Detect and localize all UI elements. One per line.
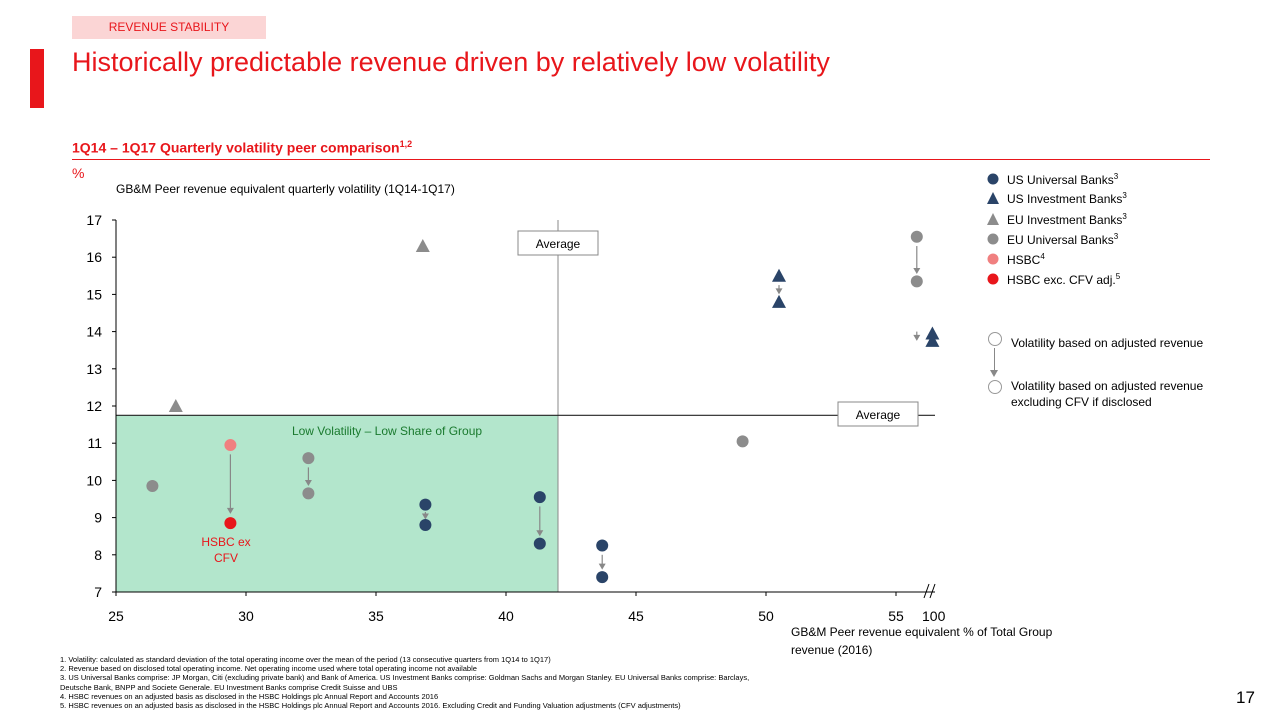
- data-point-circle: [302, 452, 315, 465]
- x-axis-title: GB&M Peer revenue equivalent % of Total …: [791, 625, 1053, 657]
- hollow-circle-icon: [988, 332, 1002, 346]
- data-point-circle: [736, 435, 749, 448]
- chart-subtitle: 1Q14 – 1Q17 Quarterly volatility peer co…: [72, 139, 413, 156]
- low-volatility-region: [116, 415, 558, 592]
- circle-marker-icon: [987, 273, 999, 285]
- triangle-marker-icon: [987, 192, 999, 204]
- data-point-circle: [146, 479, 159, 492]
- x-tick-label: 35: [368, 608, 384, 624]
- footnote: 3. US Universal Banks comprise: JP Morga…: [60, 673, 750, 683]
- circle-marker-icon: [987, 233, 999, 245]
- x-tick-label: 30: [238, 608, 254, 624]
- data-point-triangle: [772, 294, 786, 308]
- average-label-vertical: Average: [517, 230, 599, 256]
- page-number: 17: [1236, 688, 1255, 707]
- x-tick-label: 25: [108, 608, 124, 624]
- arrowhead: [536, 530, 544, 537]
- hsbc-annotation: CFV: [214, 551, 238, 565]
- footnote: 4. HSBC revenues on an adjusted basis as…: [60, 691, 439, 701]
- axis-break-mark: [929, 583, 936, 599]
- y-tick-label: 17: [86, 212, 102, 228]
- x-tick-label: 50: [758, 608, 774, 624]
- y-tick-label: 10: [86, 472, 102, 488]
- arrowhead: [598, 563, 606, 570]
- volatility-excluding-label: Volatility based on adjusted revenue excl…: [1011, 379, 1204, 409]
- hollow-circle-icon: [988, 380, 1002, 394]
- region-label: Low Volatility – Low Share of Group: [292, 424, 482, 438]
- average-text: Average: [856, 408, 901, 422]
- x-break-tick-label: 100: [922, 608, 946, 624]
- arrowhead: [775, 288, 783, 295]
- y-tick-label: 12: [86, 398, 102, 414]
- section-tag: REVENUE STABILITY: [72, 16, 266, 39]
- data-point-circle: [224, 517, 237, 530]
- circle-marker-icon: [987, 253, 999, 265]
- y-tick-label: 7: [94, 584, 102, 600]
- hsbc-annotation: HSBC ex: [201, 535, 250, 549]
- y-tick-label: 15: [86, 286, 102, 302]
- arrowhead: [226, 507, 234, 514]
- data-point-circle: [419, 519, 432, 532]
- subtitle-rule: [72, 159, 1210, 160]
- data-point-triangle: [168, 399, 183, 412]
- triangle-marker-icon: [987, 213, 999, 225]
- y-tick-label: 8: [94, 547, 102, 563]
- data-point-circle: [224, 439, 237, 452]
- data-point-circle: [596, 539, 609, 552]
- x-tick-label: 40: [498, 608, 514, 624]
- arrowhead: [913, 267, 921, 274]
- accent-bar: [30, 49, 44, 108]
- y-tick-label: 16: [86, 249, 102, 265]
- data-point-triangle: [772, 268, 786, 282]
- average-label-horizontal: Average: [837, 401, 919, 427]
- data-point-circle: [910, 275, 923, 288]
- unit-label: %: [72, 165, 85, 181]
- axis-break-mark: [923, 583, 930, 599]
- data-point-circle: [596, 571, 609, 584]
- y-tick-label: 14: [86, 324, 102, 340]
- average-box: [517, 230, 599, 256]
- footnotes: 1. Volatility: calculated as standard de…: [60, 655, 960, 710]
- average-box: [837, 401, 919, 427]
- footnote: Deutsche Bank, BNPP and Societe Generale…: [60, 682, 398, 692]
- arrowhead: [913, 334, 921, 341]
- circle-marker-icon: [987, 173, 999, 185]
- footnote: 2. Revenue based on disclosed total oper…: [60, 664, 477, 674]
- data-point-circle: [533, 537, 546, 550]
- page-title: Historically predictable revenue driven …: [72, 47, 830, 77]
- data-point-circle: [910, 230, 923, 243]
- data-point-circle: [419, 498, 432, 511]
- data-point-triangle: [925, 333, 940, 347]
- x-tick-label: 45: [628, 608, 644, 624]
- average-text: Average: [536, 237, 581, 251]
- volatility-key: Volatility based on adjusted revenue Vol…: [988, 332, 1228, 412]
- volatility-adjusted-label: Volatility based on adjusted revenue: [1011, 336, 1204, 350]
- footnote: 1. Volatility: calculated as standard de…: [60, 655, 551, 664]
- data-point-triangle: [415, 239, 430, 253]
- data-point-triangle: [925, 326, 940, 340]
- down-arrow-icon: [994, 348, 995, 374]
- arrowhead-icon: [990, 370, 998, 377]
- y-tick-label: 13: [86, 361, 102, 377]
- y-tick-label: 9: [94, 510, 102, 526]
- arrowhead: [304, 479, 312, 486]
- data-point-circle: [302, 487, 315, 500]
- y-axis-caption: GB&M Peer revenue equivalent quarterly v…: [116, 182, 455, 196]
- footnote: 5. HSBC revenues on an adjusted basis as…: [60, 701, 681, 711]
- data-point-circle: [533, 491, 546, 504]
- arrowhead: [421, 513, 429, 520]
- x-tick-label: 55: [888, 608, 904, 624]
- y-tick-label: 11: [87, 435, 102, 451]
